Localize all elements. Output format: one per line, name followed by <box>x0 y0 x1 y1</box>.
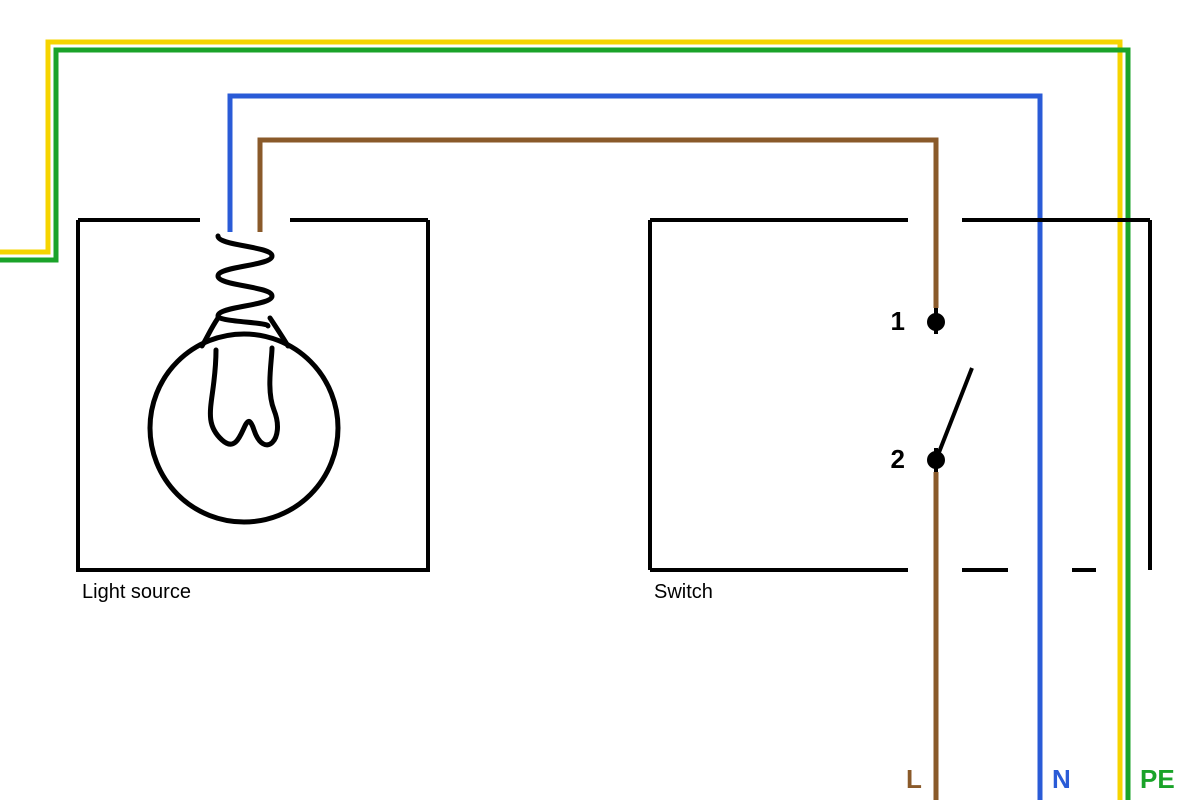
terminal-2-label: 2 <box>891 444 905 474</box>
legend-live: L <box>906 764 922 794</box>
switch-symbol <box>929 308 972 472</box>
switch-box <box>650 220 1150 570</box>
bulb-icon <box>150 236 338 522</box>
wiring-diagram: Light source 1 2 Switch L N PE <box>0 0 1200 800</box>
terminal-1-label: 1 <box>891 306 905 336</box>
wire-live-to-switch <box>260 140 936 308</box>
light-source-box <box>78 220 428 570</box>
legend-pe: PE <box>1140 764 1175 794</box>
wire-neutral <box>230 96 1040 800</box>
switch-label: Switch <box>654 581 713 603</box>
wire-pe-green <box>0 50 1128 800</box>
light-source-label: Light source <box>82 581 191 603</box>
legend-neutral: N <box>1052 764 1071 794</box>
